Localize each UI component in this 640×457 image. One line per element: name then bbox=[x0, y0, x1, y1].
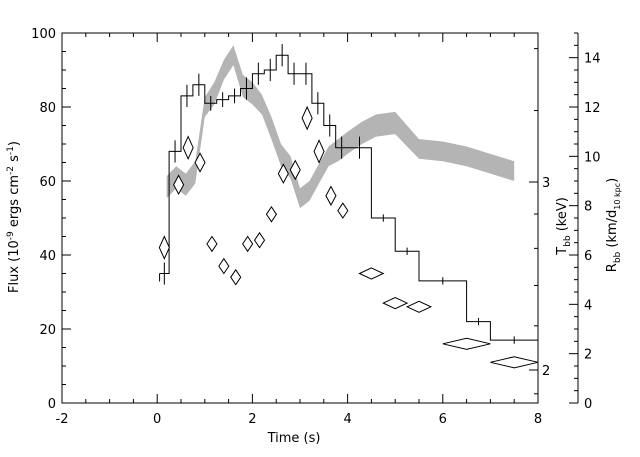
t-label-sub: bb bbox=[563, 235, 573, 247]
temperature-diamond bbox=[337, 202, 349, 219]
t-label-base: T bbox=[555, 247, 570, 256]
temperature-diamond bbox=[230, 268, 242, 286]
y-tick-label: 100 bbox=[31, 27, 56, 42]
t-label-end: (keV) bbox=[555, 197, 570, 235]
temperature-diamond bbox=[490, 356, 539, 369]
r-tick-label: 8 bbox=[584, 200, 592, 215]
r-label-sub-2: 10 kpc bbox=[613, 183, 622, 210]
radius-band-area bbox=[166, 45, 515, 209]
plot-axes bbox=[61, 32, 579, 404]
y-label-exp-1: -9 bbox=[6, 231, 16, 240]
y-label-mid-1: ergs cm bbox=[7, 175, 22, 231]
r-label-base: R bbox=[605, 263, 620, 272]
temperature-diamond bbox=[289, 159, 301, 181]
temperature-diamond bbox=[442, 337, 491, 350]
r-label-sub: bb bbox=[613, 251, 623, 263]
temperature-diamond bbox=[242, 235, 254, 253]
radius-axis-label: Rbb (km/d10 kpc) bbox=[605, 178, 623, 272]
r-tick-label: 14 bbox=[584, 52, 601, 67]
temperature-diamond bbox=[358, 267, 385, 280]
y-tick-label: 60 bbox=[39, 175, 56, 190]
temperature-diamond bbox=[194, 152, 206, 173]
r-tick-label: 12 bbox=[584, 101, 601, 116]
temperature-diamond bbox=[382, 296, 409, 310]
y-label-base: Flux (10 bbox=[7, 240, 22, 293]
y-label-end: ) bbox=[7, 141, 22, 146]
x-tick-label: 4 bbox=[343, 412, 351, 427]
temperature-diamond bbox=[158, 235, 170, 260]
temperature-diamond bbox=[253, 231, 266, 249]
y-label-mid-2: s bbox=[7, 155, 22, 166]
x-tick-label: 2 bbox=[248, 412, 256, 427]
flux-histogram bbox=[159, 44, 538, 344]
temperature-diamond bbox=[301, 105, 313, 131]
r-tick-label: 10 bbox=[584, 150, 601, 165]
x-tick-label: 8 bbox=[534, 412, 542, 427]
r-tick-label: 2 bbox=[584, 348, 592, 363]
temperature-diamond bbox=[206, 235, 218, 253]
temperature-axis-label: Tbb (keV) bbox=[555, 197, 573, 256]
x-tick-label: 6 bbox=[439, 412, 447, 427]
temperature-diamond bbox=[277, 163, 289, 184]
x-tick-label: 0 bbox=[153, 412, 161, 427]
temperature-diamond bbox=[405, 300, 433, 313]
r-tick-label: 4 bbox=[584, 298, 592, 313]
y-label-exp-3: -1 bbox=[6, 146, 16, 155]
y-tick-label: 80 bbox=[39, 101, 56, 116]
r-label-mid: (km/d bbox=[605, 210, 620, 252]
x-tick-label: -2 bbox=[56, 412, 69, 427]
temperature-diamond bbox=[173, 174, 185, 196]
t-tick-label: 3 bbox=[542, 176, 550, 191]
temperature-diamond bbox=[313, 139, 325, 164]
x-axis-label: Time (s) bbox=[267, 431, 321, 446]
y-tick-label: 0 bbox=[48, 397, 56, 412]
r-tick-label: 6 bbox=[584, 249, 592, 264]
temperature-diamond bbox=[218, 257, 230, 275]
r-label-end: ) bbox=[605, 178, 620, 183]
temperature-diamond bbox=[265, 206, 278, 223]
temperature-diamond bbox=[325, 185, 337, 207]
y-label-exp-2: -2 bbox=[6, 166, 16, 175]
y-axis-label: Flux (10-9 ergs cm-2 s-1) bbox=[6, 141, 22, 293]
t-tick-label: 2 bbox=[542, 364, 550, 379]
r-tick-label: 0 bbox=[584, 397, 592, 412]
y-tick-label: 20 bbox=[39, 323, 56, 338]
temperature-diamond bbox=[182, 135, 194, 161]
temperature-diamonds bbox=[158, 105, 539, 369]
blackbody-radius-band bbox=[166, 45, 515, 209]
y-tick-label: 40 bbox=[39, 249, 56, 264]
